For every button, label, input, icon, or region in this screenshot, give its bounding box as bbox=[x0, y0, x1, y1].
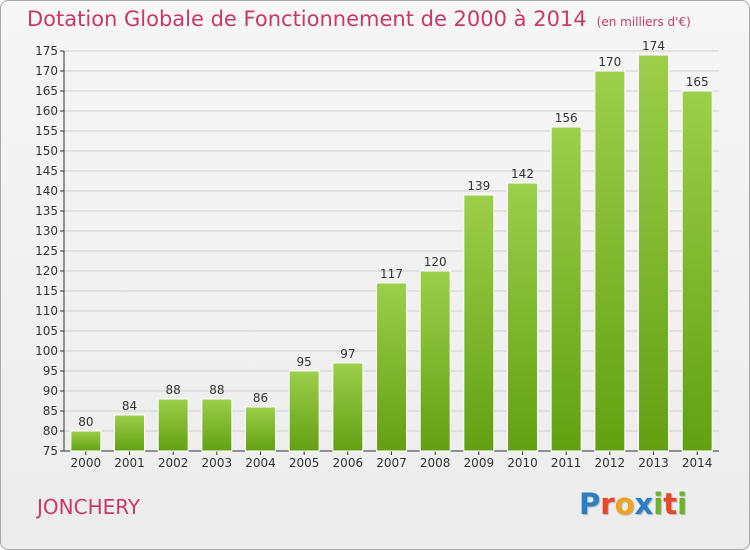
logo-letter: o bbox=[614, 487, 635, 521]
logo-letter: x bbox=[634, 487, 654, 521]
y-tick-label: 115 bbox=[35, 284, 58, 298]
logo-letter: t bbox=[663, 487, 678, 521]
y-tick-label: 140 bbox=[35, 184, 58, 198]
y-tick-label: 90 bbox=[43, 384, 58, 398]
data-label-2010: 142 bbox=[511, 167, 534, 181]
bar-layer bbox=[70, 54, 713, 452]
bar-2002 bbox=[157, 398, 189, 452]
y-tick-label: 80 bbox=[43, 424, 58, 438]
bar-2005 bbox=[288, 370, 320, 452]
chart-unit: (en milliers d'€) bbox=[596, 15, 691, 29]
data-label-2011: 156 bbox=[555, 111, 578, 125]
data-label-2002: 88 bbox=[166, 383, 181, 397]
data-label-2006: 97 bbox=[340, 347, 355, 361]
proxiti-logo: Proxiti bbox=[579, 487, 687, 521]
bar-2012 bbox=[594, 70, 626, 452]
x-tick-label-2002: 2002 bbox=[158, 456, 189, 470]
data-label-2003: 88 bbox=[209, 383, 224, 397]
x-tick-label-2014: 2014 bbox=[682, 456, 713, 470]
x-tick-label-2009: 2009 bbox=[464, 456, 495, 470]
y-tick-label: 165 bbox=[35, 84, 58, 98]
bar-2009 bbox=[463, 194, 495, 452]
bar-2007 bbox=[376, 282, 407, 452]
x-tick-label-2008: 2008 bbox=[420, 456, 451, 470]
bar-2014 bbox=[681, 90, 713, 452]
x-tick-label-2001: 2001 bbox=[114, 456, 145, 470]
x-tick-label-2006: 2006 bbox=[333, 456, 364, 470]
bar-2003 bbox=[201, 398, 233, 452]
logo-letter: P bbox=[579, 487, 601, 521]
x-tick-label-2012: 2012 bbox=[595, 456, 626, 470]
logo-letter: r bbox=[600, 487, 615, 521]
bar-2001 bbox=[114, 414, 145, 452]
x-tick-label-2011: 2011 bbox=[551, 456, 582, 470]
y-tick-label: 100 bbox=[35, 344, 58, 358]
y-tick-label: 160 bbox=[35, 104, 58, 118]
y-tick-label: 95 bbox=[43, 364, 58, 378]
x-tick-label-2000: 2000 bbox=[71, 456, 102, 470]
x-tick-label-2004: 2004 bbox=[245, 456, 276, 470]
x-tick-label-2003: 2003 bbox=[202, 456, 233, 470]
bar-2010 bbox=[507, 182, 538, 452]
x-tick-label-2010: 2010 bbox=[507, 456, 538, 470]
x-tick-label-2005: 2005 bbox=[289, 456, 320, 470]
data-label-2005: 95 bbox=[297, 355, 312, 369]
bar-2013 bbox=[638, 54, 669, 452]
data-label-2004: 86 bbox=[253, 391, 268, 405]
data-label-2007: 117 bbox=[380, 267, 403, 281]
data-label-2013: 174 bbox=[642, 39, 665, 53]
y-tick-label: 150 bbox=[35, 144, 58, 158]
logo-letter: i bbox=[653, 487, 664, 521]
y-tick-label: 170 bbox=[35, 64, 58, 78]
logo-letter: i bbox=[677, 487, 688, 521]
x-tick-label-2007: 2007 bbox=[376, 456, 407, 470]
chart-title: Dotation Globale de Fonctionnement de 20… bbox=[27, 7, 587, 31]
data-label-2009: 139 bbox=[467, 179, 490, 193]
data-label-2014: 165 bbox=[686, 75, 709, 89]
data-label-2008: 120 bbox=[424, 255, 447, 269]
y-tick-label: 120 bbox=[35, 264, 58, 278]
bar-2011 bbox=[550, 126, 582, 452]
bar-2000 bbox=[70, 430, 102, 452]
bar-2008 bbox=[419, 270, 451, 452]
x-tick-label-2013: 2013 bbox=[638, 456, 669, 470]
title-row: Dotation Globale de Fonctionnement de 20… bbox=[27, 7, 691, 31]
data-label-2012: 170 bbox=[598, 55, 621, 69]
y-tick-label: 125 bbox=[35, 244, 58, 258]
y-tick-label: 75 bbox=[43, 444, 58, 458]
y-tick-label: 105 bbox=[35, 324, 58, 338]
y-tick-label: 130 bbox=[35, 224, 58, 238]
y-tick-label: 85 bbox=[43, 404, 58, 418]
bar-2004 bbox=[245, 406, 276, 452]
y-tick-label: 135 bbox=[35, 204, 58, 218]
data-label-2001: 84 bbox=[122, 399, 137, 413]
y-tick-label: 155 bbox=[35, 124, 58, 138]
bar-2006 bbox=[332, 362, 364, 452]
y-tick-label: 145 bbox=[35, 164, 58, 178]
label-layer: 80 2000 84 2001 88 2002 88 2003 86 2004 95 2005 97 20… bbox=[71, 39, 713, 470]
commune-name: JONCHERY bbox=[37, 495, 141, 519]
y-tick-label: 110 bbox=[35, 304, 58, 318]
y-tick-label: 175 bbox=[35, 44, 58, 58]
data-label-2000: 80 bbox=[78, 415, 93, 429]
